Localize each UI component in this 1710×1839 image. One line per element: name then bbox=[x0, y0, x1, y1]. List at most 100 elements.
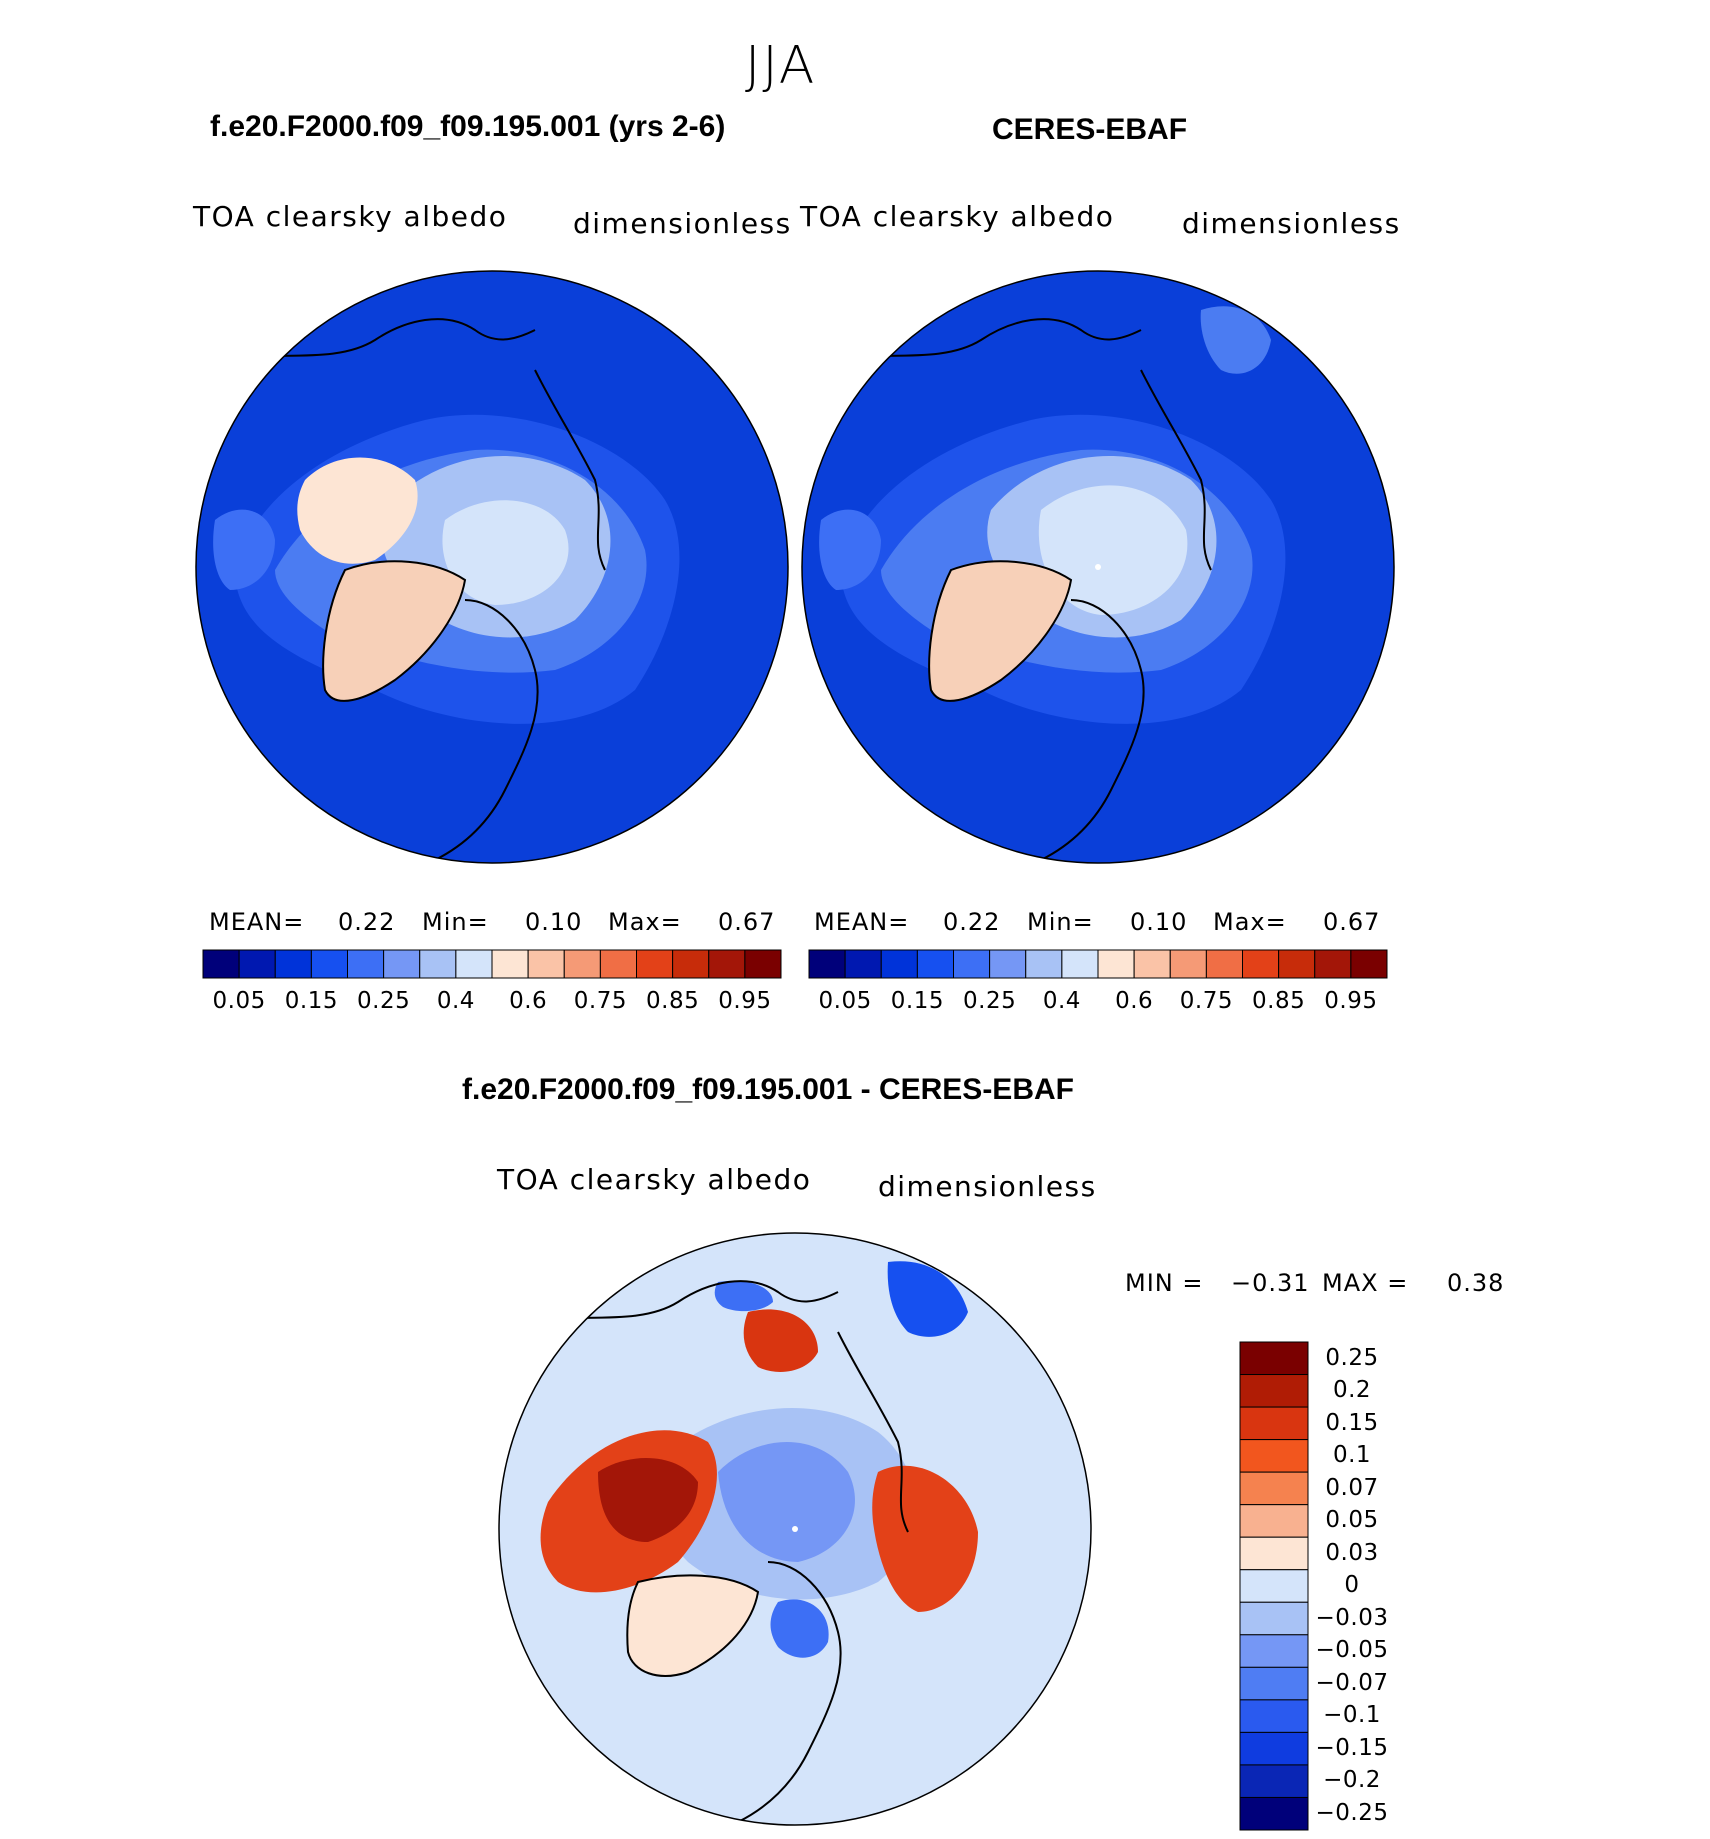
panel1-map bbox=[195, 270, 789, 864]
colorbar-tick-label: −0.07 bbox=[1315, 1669, 1389, 1696]
colorbar-tick-label: 0.05 bbox=[212, 988, 266, 1014]
colorbar-tick-label: −0.2 bbox=[1323, 1767, 1381, 1794]
colorbar-swatch bbox=[1239, 1666, 1309, 1701]
colorbar-swatch bbox=[1239, 1406, 1309, 1441]
colorbar-tick-label: −0.25 bbox=[1315, 1800, 1389, 1826]
colorbar-tick-label: 0.4 bbox=[436, 988, 475, 1014]
panel2-mean-value: 0.22 bbox=[943, 908, 1001, 936]
diff-coast-1 bbox=[517, 1280, 839, 1323]
colorbar-swatch bbox=[383, 949, 421, 979]
colorbar-tick-label: −0.15 bbox=[1315, 1734, 1389, 1761]
colorbar-tick-label: 0.6 bbox=[509, 988, 548, 1014]
colorbar-swatch bbox=[491, 949, 529, 979]
colorbar-swatch bbox=[1133, 949, 1171, 979]
panel2-max-label: Max= bbox=[1213, 908, 1287, 936]
colorbar-tick-label: 0.1 bbox=[1332, 1442, 1372, 1469]
panel2-min-label: Min= bbox=[1027, 908, 1094, 936]
diff-units: dimensionless bbox=[878, 1170, 1097, 1203]
colorbar-tick-label: 0.4 bbox=[1042, 988, 1081, 1014]
colorbar-swatch bbox=[1314, 949, 1352, 979]
colorbar-tick-label: 0.15 bbox=[1325, 1409, 1379, 1436]
colorbar-tick-label: 0.15 bbox=[284, 988, 338, 1014]
colorbar-swatch bbox=[1239, 1536, 1309, 1571]
panel2-colorbar bbox=[808, 949, 1388, 979]
diff-blue-core bbox=[718, 1442, 855, 1562]
panel2-greenland bbox=[929, 561, 1071, 701]
colorbar-tick-label: 0.07 bbox=[1325, 1474, 1379, 1501]
colorbar-swatch bbox=[1239, 1634, 1309, 1668]
colorbar-swatch bbox=[347, 949, 385, 979]
colorbar-swatch bbox=[238, 949, 276, 979]
panel2-hudson bbox=[819, 509, 881, 590]
colorbar-swatch bbox=[1239, 1699, 1309, 1733]
colorbar-swatch bbox=[202, 949, 240, 979]
colorbar-swatch bbox=[1239, 1601, 1309, 1636]
colorbar-tick-label: 0.95 bbox=[718, 988, 772, 1014]
colorbar-swatch bbox=[310, 949, 348, 979]
diff-atlantic-cool bbox=[770, 1599, 829, 1658]
diff-greenland-outline bbox=[626, 1574, 760, 1677]
colorbar-swatch bbox=[1169, 949, 1207, 979]
diff-bering-cool bbox=[714, 1280, 773, 1312]
colorbar-tick-label: 0.6 bbox=[1115, 988, 1154, 1014]
panel2-variable: TOA clearsky albedo bbox=[800, 200, 1115, 233]
panel1-title: f.e20.F2000.f09_f09.195.001 (yrs 2-6) bbox=[210, 110, 726, 143]
diff-coast-3 bbox=[837, 1331, 909, 1533]
panel2-max-value: 0.67 bbox=[1323, 908, 1381, 936]
panel1-mean-value: 0.22 bbox=[338, 908, 396, 936]
panel2-coast-3 bbox=[1140, 369, 1212, 571]
colorbar-swatch bbox=[808, 949, 846, 979]
colorbar-swatch bbox=[1239, 1731, 1309, 1766]
panel2-title: CERES-EBAF bbox=[992, 113, 1188, 146]
colorbar-swatch bbox=[527, 949, 565, 979]
colorbar-swatch bbox=[1239, 1504, 1309, 1538]
panel2-coast-2 bbox=[1040, 599, 1145, 861]
colorbar-tick-label: 0.05 bbox=[1325, 1507, 1379, 1534]
panel1-variable: TOA clearsky albedo bbox=[193, 200, 508, 233]
colorbar-tick-label: 0.2 bbox=[1332, 1377, 1372, 1404]
colorbar-swatch bbox=[916, 949, 954, 979]
colorbar-swatch bbox=[1239, 1569, 1309, 1603]
panel1-greenland-outline bbox=[322, 560, 467, 702]
colorbar-swatch bbox=[1242, 949, 1280, 979]
diff-pole-dot bbox=[792, 1526, 798, 1532]
panel2-kamchatka-ice bbox=[1200, 306, 1271, 374]
colorbar-swatch bbox=[563, 949, 601, 979]
panel1-coast-2 bbox=[434, 599, 539, 861]
colorbar-tick-label: −0.03 bbox=[1315, 1604, 1389, 1631]
diff-min-label: MIN = bbox=[1125, 1269, 1204, 1297]
diff-greenland-warm bbox=[627, 1575, 758, 1676]
colorbar-swatch bbox=[953, 949, 991, 979]
colorbar-tick-label: 0.25 bbox=[357, 988, 411, 1014]
colorbar-swatch bbox=[1278, 949, 1316, 979]
diff-map bbox=[498, 1232, 1092, 1826]
diff-min-value: −0.31 bbox=[1231, 1269, 1310, 1297]
colorbar-swatch bbox=[708, 949, 746, 979]
colorbar-tick-label: 0.05 bbox=[818, 988, 872, 1014]
diff-coast-2 bbox=[737, 1561, 842, 1823]
colorbar-tick-label: 0.85 bbox=[1252, 988, 1306, 1014]
season-title: JJA bbox=[745, 36, 817, 96]
colorbar-tick-label: 0.25 bbox=[963, 988, 1017, 1014]
panel1-colorbar bbox=[202, 949, 782, 979]
colorbar-tick-label: 0.75 bbox=[573, 988, 627, 1014]
panel1-pole-ice bbox=[442, 500, 569, 605]
panel2-pole-dot bbox=[1095, 564, 1101, 570]
panel2-map-border bbox=[801, 270, 1395, 864]
diff-max-value: 0.38 bbox=[1447, 1269, 1505, 1297]
colorbar-swatch bbox=[599, 949, 637, 979]
colorbar-tick-label: 0.15 bbox=[890, 988, 944, 1014]
panel1-units: dimensionless bbox=[573, 207, 792, 240]
colorbar-swatch bbox=[1239, 1764, 1309, 1798]
colorbar-swatch bbox=[844, 949, 882, 979]
panel1-min-value: 0.10 bbox=[525, 908, 583, 936]
panel1-coast-1 bbox=[214, 318, 536, 361]
colorbar-tick-label: 0.03 bbox=[1325, 1539, 1379, 1566]
colorbar-swatch bbox=[1239, 1439, 1309, 1473]
colorbar-swatch bbox=[989, 949, 1027, 979]
colorbar-swatch bbox=[636, 949, 674, 979]
diff-variable: TOA clearsky albedo bbox=[497, 1163, 812, 1196]
diff-canada-hot bbox=[598, 1458, 698, 1542]
colorbar-tick-label: −0.1 bbox=[1323, 1702, 1381, 1729]
colorbar-swatch bbox=[455, 949, 493, 979]
